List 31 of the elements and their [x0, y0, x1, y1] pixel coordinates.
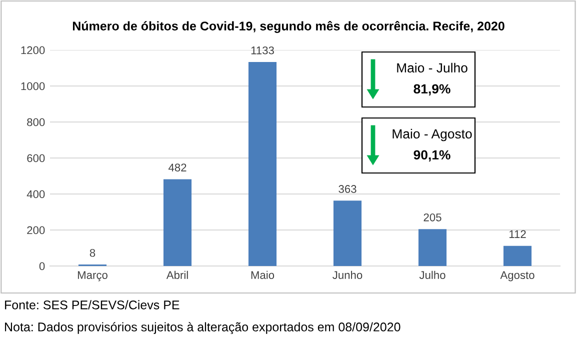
y-tick-label: 800: [27, 118, 45, 126]
y-tick-label: 1200: [21, 46, 45, 54]
annotation: 90,1%: [414, 150, 450, 162]
data-label: 8: [90, 248, 96, 257]
x-tick-label: Agosto: [500, 271, 534, 282]
annotation: Maio - Agosto: [392, 128, 472, 142]
x-tick-label: Março: [78, 271, 108, 282]
x-tick-label: Abril: [166, 270, 188, 280]
y-tick-label: 400: [26, 190, 45, 198]
y-tick-label: 0: [39, 262, 45, 270]
data-label: 1133: [251, 46, 274, 54]
bar: [333, 200, 362, 266]
data-label: 112: [509, 230, 526, 238]
bar: [248, 62, 277, 266]
y-tick-label: 200: [27, 226, 45, 234]
source-note: Fonte: SES PE/SEVS/Cievs PE: [5, 300, 180, 310]
text: Nota: Dados provisórios sujeitos à alteração exportados em 08/09/2020: [5, 322, 400, 334]
bar: [163, 179, 192, 266]
y-tick-label: 600: [27, 154, 45, 162]
x-tick-label: Junho: [332, 270, 362, 280]
annotation: 81,9%: [414, 84, 450, 96]
bar: [418, 229, 447, 266]
data-label: 482: [168, 164, 186, 172]
data-label: 205: [424, 213, 442, 222]
x-tick-label: Maio: [251, 270, 274, 280]
x-tick-label: Julho: [419, 270, 446, 280]
bar: [503, 246, 532, 266]
y-tick-label: 1000: [21, 82, 45, 90]
data-label: 363: [338, 185, 356, 193]
annotation: Maio - Julho: [397, 62, 468, 73]
chart-title: Número de óbitos de Covid-19, segundo mês de ocorrência. Recife, 2020: [72, 21, 504, 33]
